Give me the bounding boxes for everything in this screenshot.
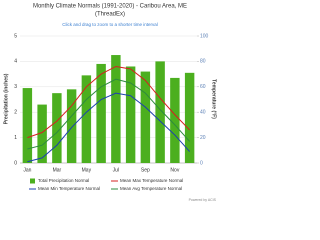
bar <box>66 89 77 163</box>
legend-label: Total Precipitation Normal <box>38 178 89 183</box>
x-tick-label: Jul <box>113 167 119 173</box>
y2-tick-label: 40 <box>200 110 206 116</box>
bar <box>125 66 136 163</box>
legend-label: Mean Min Temperature Normal <box>38 186 100 191</box>
x-tick-label: Sep <box>141 167 150 173</box>
x-tick-label: Nov <box>170 167 179 173</box>
bar <box>96 63 106 163</box>
legend-label: Mean Avg Temperature Normal <box>120 186 182 191</box>
bar <box>52 93 62 163</box>
y2-tick-label: 100 <box>200 33 209 39</box>
y-tick-label: 5 <box>14 33 17 39</box>
y-tick-label: 2 <box>14 110 17 116</box>
background <box>0 0 220 204</box>
x-tick-label: Jan <box>23 167 31 173</box>
x-tick-label: May <box>82 167 92 173</box>
line <box>27 65 190 139</box>
y2-axis-title: Temperature (°F) <box>211 79 217 119</box>
legend-swatch <box>30 178 35 184</box>
credit: Powered by ACIS <box>189 198 217 202</box>
chart-title: Monthly Climate Normals (1991-2020) - Ca… <box>33 4 187 10</box>
y2-tick-label: 0 <box>200 160 203 166</box>
x-tick-label: Mar <box>53 167 62 173</box>
bar <box>111 55 121 163</box>
legend-label: Mean Max Temperature Normal <box>120 178 183 183</box>
line <box>27 92 191 163</box>
y-tick-label: 0 <box>14 160 17 166</box>
bar <box>37 104 47 163</box>
line <box>27 78 191 150</box>
y-tick-label: 4 <box>14 59 17 65</box>
y2-tick-label: 20 <box>200 135 206 141</box>
bar <box>81 75 92 163</box>
bar <box>170 77 180 163</box>
y2-tick-label: 80 <box>200 59 206 65</box>
y-axis-title: Precipitation (inches) <box>3 73 9 124</box>
y-tick-label: 3 <box>14 84 17 90</box>
chart: Monthly Climate Normals (1991-2020) - Ca… <box>0 0 220 204</box>
bar <box>140 71 151 163</box>
chart-title-line2: (ThreadEx) <box>95 12 125 18</box>
bar <box>22 88 33 163</box>
bar <box>155 61 165 163</box>
y-tick-label: 1 <box>14 135 17 141</box>
bar <box>184 72 195 163</box>
subtitle: Click and drag to zoom to a shorter time… <box>62 22 158 27</box>
y2-tick-label: 60 <box>200 84 206 90</box>
